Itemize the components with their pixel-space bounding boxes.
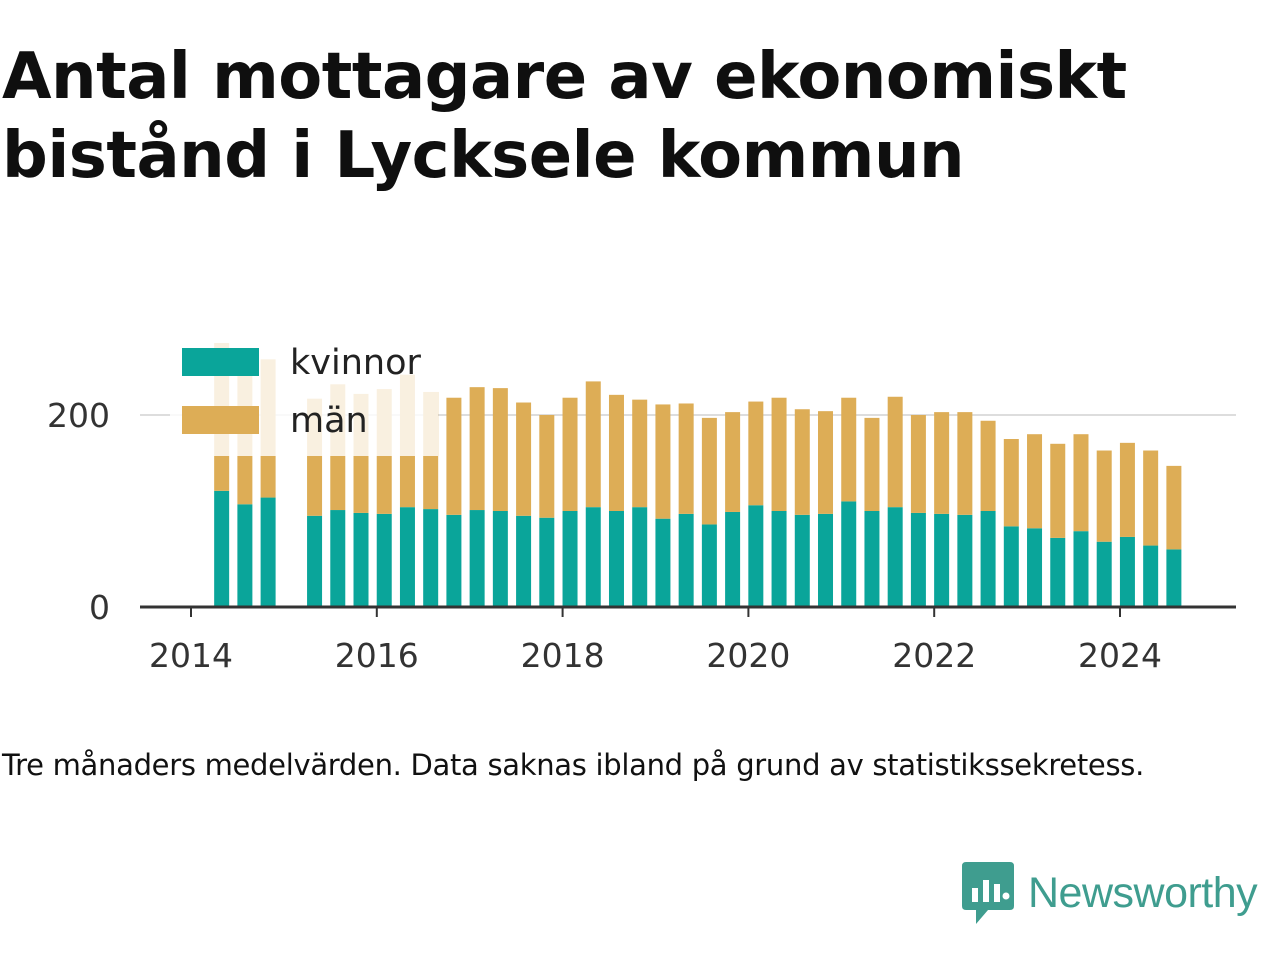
bar-man bbox=[725, 412, 741, 512]
bar-kvinnor bbox=[1096, 541, 1112, 607]
bar-kvinnor bbox=[376, 513, 392, 607]
bar-man bbox=[980, 420, 996, 511]
bar-kvinnor bbox=[469, 510, 485, 607]
axes: 2014 2016 2018 2020 2022 2024 0 200 bbox=[47, 396, 1236, 675]
bar-man bbox=[748, 401, 764, 506]
bar-kvinnor bbox=[980, 511, 996, 607]
bar-kvinnor bbox=[957, 514, 973, 607]
newsworthy-logo-icon bbox=[962, 862, 1014, 924]
x-tick-label: 2014 bbox=[149, 636, 233, 675]
bar-man bbox=[1073, 434, 1089, 532]
bar-kvinnor bbox=[423, 509, 439, 607]
bar-man bbox=[585, 381, 601, 508]
x-tick-label: 2018 bbox=[521, 636, 605, 675]
bar-man bbox=[1003, 439, 1019, 527]
bar-kvinnor bbox=[655, 518, 671, 607]
bar-kvinnor bbox=[585, 507, 601, 607]
bar-kvinnor bbox=[260, 497, 276, 607]
bar-man bbox=[562, 397, 578, 511]
x-tick-label: 2024 bbox=[1078, 636, 1162, 675]
y-tick-label: 0 bbox=[89, 588, 110, 627]
bar-kvinnor bbox=[1166, 549, 1182, 607]
bar-man bbox=[934, 412, 950, 514]
bar-kvinnor bbox=[794, 514, 810, 607]
bar-kvinnor bbox=[539, 517, 555, 607]
bar-kvinnor bbox=[887, 507, 903, 607]
bar-kvinnor bbox=[910, 512, 926, 607]
y-tick-label: 200 bbox=[47, 396, 110, 435]
bar-man bbox=[608, 394, 624, 511]
bar-kvinnor bbox=[725, 511, 741, 607]
bar-man bbox=[701, 417, 717, 525]
bar-man bbox=[957, 412, 973, 515]
chart-caption: Tre månaders medelvärden. Data saknas ib… bbox=[2, 748, 1144, 782]
bar-man bbox=[910, 415, 926, 513]
bar-kvinnor bbox=[330, 510, 346, 607]
bar-man bbox=[1096, 450, 1112, 542]
bar-man bbox=[887, 396, 903, 508]
bar-kvinnor bbox=[748, 505, 764, 607]
bar-kvinnor bbox=[1027, 528, 1043, 607]
bar-man bbox=[771, 397, 787, 511]
bar-man bbox=[492, 388, 508, 511]
bar-kvinnor bbox=[1050, 537, 1066, 607]
page-title: Antal mottagare av ekonomiskt bistånd i … bbox=[2, 40, 1127, 193]
brand-logo: Newsworthy bbox=[962, 862, 1258, 924]
bar-kvinnor bbox=[399, 507, 415, 607]
bar-kvinnor bbox=[1119, 536, 1135, 607]
legend: kvinnor män bbox=[170, 332, 438, 456]
bar-man bbox=[1027, 434, 1043, 529]
bar-man bbox=[1143, 450, 1159, 546]
bar-man bbox=[1166, 465, 1182, 550]
legend-swatch bbox=[182, 406, 259, 434]
bar-man bbox=[864, 417, 880, 511]
bar-kvinnor bbox=[841, 501, 857, 607]
x-tick-label: 2016 bbox=[335, 636, 419, 675]
bar-man bbox=[678, 403, 694, 514]
bar-man bbox=[632, 399, 648, 508]
bar-man bbox=[539, 415, 555, 518]
bar-kvinnor bbox=[608, 511, 624, 607]
bar-kvinnor bbox=[678, 513, 694, 607]
bar-man bbox=[446, 397, 462, 515]
bar-kvinnor bbox=[864, 511, 880, 607]
bar-man bbox=[516, 402, 532, 516]
bar-kvinnor bbox=[934, 513, 950, 607]
bar-kvinnor bbox=[1003, 526, 1019, 607]
bar-man bbox=[1050, 443, 1066, 538]
bar-kvinnor bbox=[632, 507, 648, 607]
bar-kvinnor bbox=[516, 515, 532, 607]
bar-kvinnor bbox=[562, 511, 578, 607]
bar-man bbox=[841, 397, 857, 502]
bar-man bbox=[469, 387, 485, 511]
legend-label: män bbox=[290, 401, 368, 441]
bar-chart: 2014 2016 2018 2020 2022 2024 0 200 kvinnor män bbox=[47, 332, 1236, 675]
bar-kvinnor bbox=[1143, 545, 1159, 607]
bar-kvinnor bbox=[771, 511, 787, 607]
x-tick-label: 2020 bbox=[706, 636, 790, 675]
bar-kvinnor bbox=[1073, 531, 1089, 607]
bar-kvinnor bbox=[818, 513, 834, 607]
x-tick-label: 2022 bbox=[892, 636, 976, 675]
bar-kvinnor bbox=[237, 504, 253, 607]
bar-kvinnor bbox=[492, 511, 508, 607]
bar-kvinnor bbox=[307, 515, 323, 607]
bar-kvinnor bbox=[353, 512, 369, 607]
bar-man bbox=[794, 409, 810, 515]
bar-kvinnor bbox=[214, 490, 230, 607]
bar-man bbox=[818, 411, 834, 514]
bar-man bbox=[655, 404, 671, 519]
bar-kvinnor bbox=[446, 514, 462, 607]
brand-name: Newsworthy bbox=[1028, 868, 1258, 917]
legend-label: kvinnor bbox=[290, 343, 421, 383]
legend-swatch bbox=[182, 348, 259, 376]
bar-kvinnor bbox=[701, 524, 717, 607]
bar-man bbox=[1119, 442, 1135, 537]
